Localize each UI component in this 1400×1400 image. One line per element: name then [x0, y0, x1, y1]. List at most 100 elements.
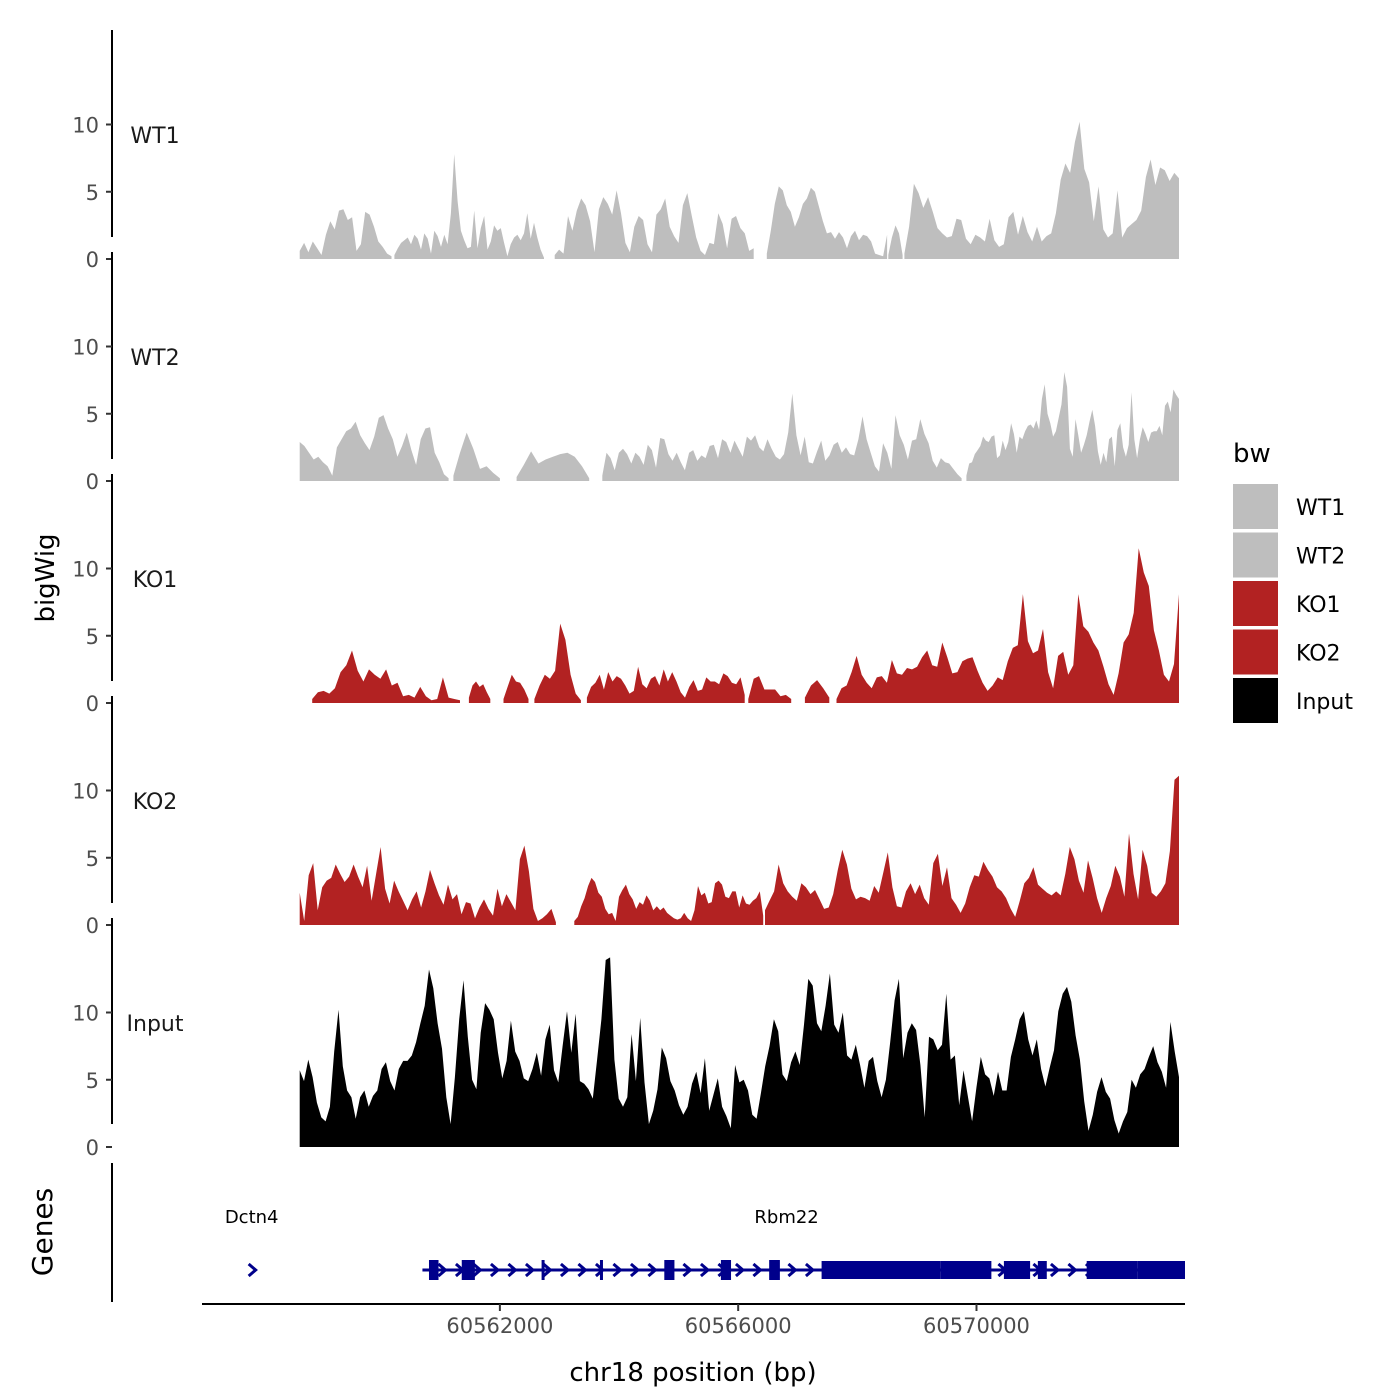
coverage-tracks: 0 5 10 WT1 0 5 10 WT2 0 5 10 KO1 0 5 10 KO2 0 5 10 Input	[72, 30, 1179, 1160]
track-wt1: 0 5 10 WT1	[72, 30, 1179, 272]
y-tick-label: 5	[86, 403, 99, 427]
strand-arrow	[629, 1262, 641, 1278]
coverage-area	[534, 623, 581, 703]
coverage-area	[516, 451, 590, 481]
rbm22-exon	[1037, 1261, 1047, 1279]
legend-label-input: Input	[1296, 690, 1353, 715]
gene-annotation-panel: Genes Dctn4 Rbm22 60562000 60566000 6057000…	[26, 1163, 1185, 1388]
y-axis-title: bigWig	[31, 533, 61, 622]
rbm22-exon	[769, 1260, 780, 1280]
track-label: KO2	[133, 790, 178, 815]
strand-arrow	[437, 1262, 448, 1278]
dctn4-arrow	[247, 1262, 258, 1278]
strand-arrow	[489, 1262, 501, 1278]
strand-arrow	[542, 1262, 553, 1278]
x-axis: 60562000 60566000 60570000	[202, 1303, 1185, 1338]
coverage-area	[554, 190, 754, 259]
strand-arrow	[1049, 1262, 1061, 1278]
legend-label-ko1: KO1	[1296, 593, 1341, 618]
strand-arrow	[472, 1262, 483, 1278]
coverage-area	[299, 209, 392, 259]
coverage-area	[503, 674, 529, 703]
y-tick-label: 10	[72, 336, 99, 360]
strand-arrow	[577, 1262, 588, 1278]
y-tick-label: 5	[86, 1069, 99, 1093]
coverage-area	[574, 877, 764, 925]
coverage-area	[765, 775, 1179, 925]
track-label: Input	[127, 1012, 184, 1037]
y-tick-label: 5	[86, 847, 99, 871]
y-tick-label: 0	[86, 1136, 99, 1160]
strand-arrow	[559, 1262, 571, 1278]
rbm22-exon	[940, 1261, 992, 1279]
legend-title: bw	[1233, 439, 1271, 469]
strand-arrow	[647, 1262, 658, 1278]
rbm22-exon	[461, 1260, 475, 1280]
y-tick-label: 10	[72, 780, 99, 804]
coverage-area	[312, 650, 460, 703]
strand-arrow	[752, 1262, 763, 1278]
legend-key-input	[1233, 678, 1278, 723]
rbm22-exon	[821, 1261, 941, 1279]
coverage-area	[299, 415, 449, 481]
rbm22-exon	[664, 1260, 675, 1280]
strand-arrow	[804, 1262, 816, 1278]
legend-key-ko1	[1233, 581, 1278, 626]
x-tick-label: 60566000	[685, 1314, 792, 1338]
y-tick-label: 0	[86, 248, 99, 272]
coverage-area	[748, 676, 792, 703]
strand-arrow	[524, 1262, 536, 1278]
legend-key-ko2	[1233, 629, 1278, 675]
track-label: WT2	[130, 346, 179, 371]
gene-label-rbm22: Rbm22	[754, 1207, 818, 1228]
coverage-area	[966, 372, 1179, 481]
rbm22-exon	[1003, 1261, 1031, 1279]
legend-key-wt2	[1233, 532, 1278, 578]
rbm22-exon	[599, 1260, 603, 1280]
legend: bw WT1 WT2 KO1 KO2 Input	[1233, 439, 1353, 723]
track-wt2: 0 5 10 WT2	[72, 252, 1179, 494]
legend-label-wt1: WT1	[1296, 496, 1345, 521]
coverage-area	[299, 957, 1179, 1147]
coverage-area	[394, 154, 544, 259]
rbm22-exon	[1086, 1261, 1138, 1279]
y-tick-label: 0	[86, 692, 99, 716]
x-tick-label: 60562000	[446, 1314, 553, 1338]
coverage-area	[299, 845, 556, 925]
y-tick-label: 10	[72, 114, 99, 138]
coverage-area	[804, 680, 830, 703]
track-ko2: 0 5 10 KO2	[72, 696, 1179, 938]
strand-arrow	[682, 1262, 693, 1278]
coverage-area	[586, 666, 745, 703]
track-label: KO1	[133, 568, 178, 593]
track-input: 0 5 10 Input	[72, 918, 1179, 1160]
rbm22-exon	[1137, 1261, 1185, 1279]
coverage-area	[904, 121, 1179, 259]
strand-arrow	[699, 1262, 711, 1278]
strand-arrow	[1067, 1262, 1078, 1278]
strand-arrow	[612, 1262, 623, 1278]
y-tick-label: 5	[86, 181, 99, 205]
strand-arrow	[787, 1262, 798, 1278]
y-tick-label: 0	[86, 914, 99, 938]
coverage-area	[766, 186, 888, 259]
y-tick-label: 10	[72, 1002, 99, 1026]
gene-label-dctn4: Dctn4	[225, 1207, 279, 1228]
strand-arrow	[507, 1262, 518, 1278]
rbm22-exon	[720, 1260, 732, 1280]
rbm22-exon	[428, 1260, 439, 1280]
coverage-area	[836, 548, 1179, 703]
x-tick-label: 60570000	[923, 1314, 1030, 1338]
genes-panel-label: Genes	[26, 1188, 59, 1276]
legend-label-ko2: KO2	[1296, 642, 1341, 667]
coverage-area	[453, 432, 500, 481]
coverage-area	[602, 393, 962, 481]
track-label: WT1	[130, 124, 179, 149]
coverage-area	[468, 681, 491, 703]
coverage-area	[888, 225, 903, 259]
legend-entries: WT1 WT2 KO1 KO2 Input	[1233, 484, 1353, 723]
strand-arrow	[734, 1262, 746, 1278]
legend-label-wt2: WT2	[1296, 545, 1345, 570]
legend-key-wt1	[1233, 484, 1278, 529]
